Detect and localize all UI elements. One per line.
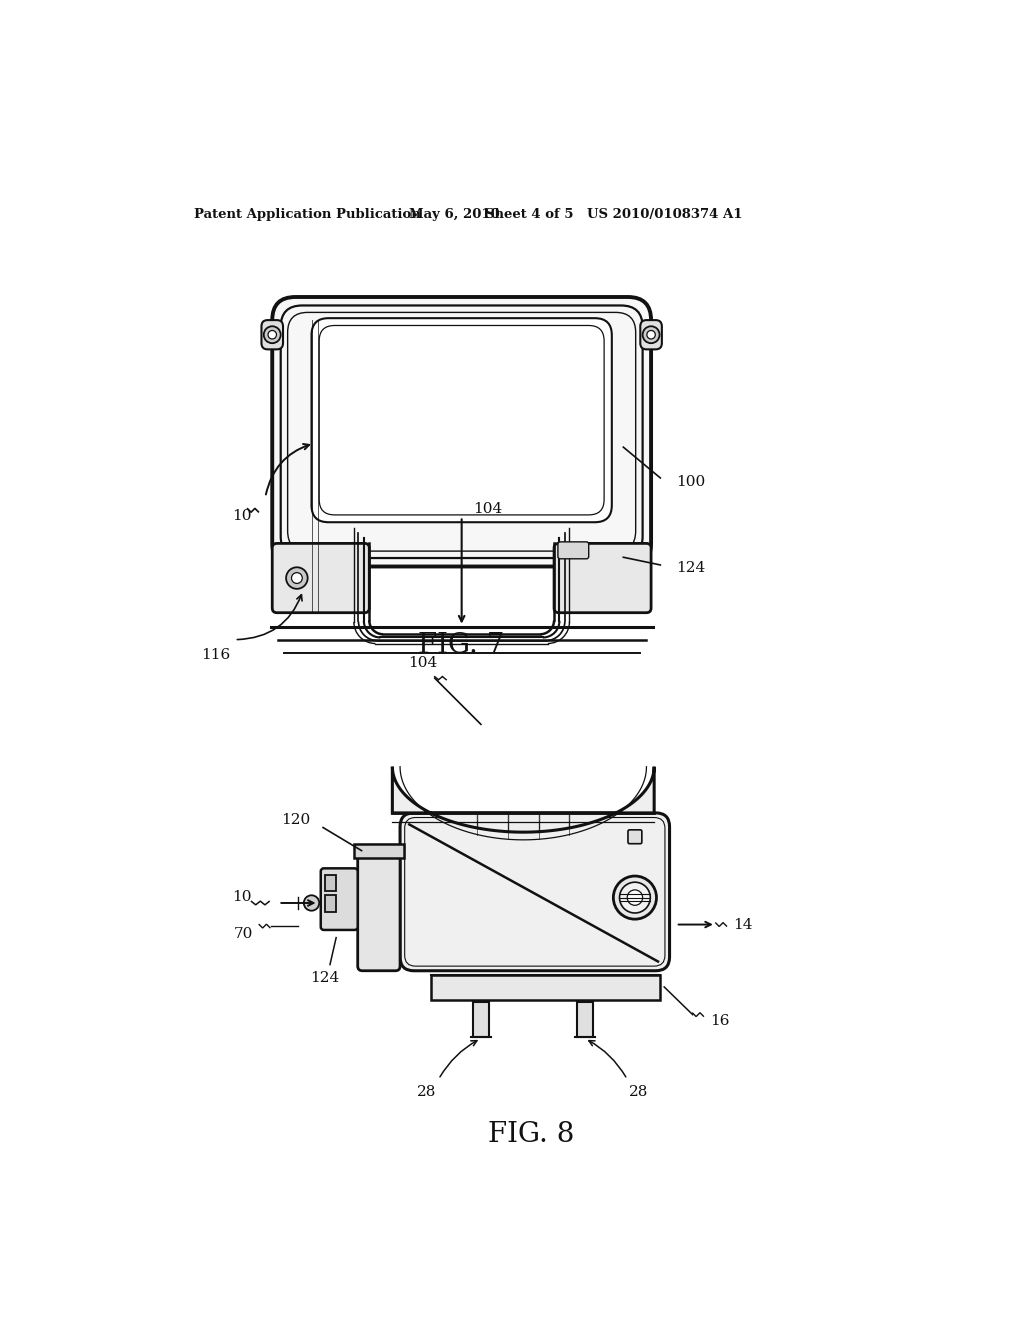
Text: May 6, 2010: May 6, 2010 <box>410 209 500 222</box>
Text: 116: 116 <box>201 648 229 663</box>
Text: Sheet 4 of 5: Sheet 4 of 5 <box>484 209 573 222</box>
FancyBboxPatch shape <box>628 830 642 843</box>
Text: 124: 124 <box>676 561 705 576</box>
Circle shape <box>292 573 302 583</box>
FancyBboxPatch shape <box>272 297 651 566</box>
Bar <box>431 974 660 1001</box>
Text: 14: 14 <box>733 917 753 932</box>
Circle shape <box>643 326 659 343</box>
Bar <box>354 843 403 858</box>
Polygon shape <box>392 767 654 832</box>
Text: 16: 16 <box>711 1014 730 1028</box>
Circle shape <box>264 326 281 343</box>
Text: 10: 10 <box>232 510 252 524</box>
FancyBboxPatch shape <box>357 845 400 970</box>
Text: Patent Application Publication: Patent Application Publication <box>194 209 421 222</box>
Bar <box>473 1002 488 1038</box>
Circle shape <box>620 882 650 913</box>
Text: FIG. 7: FIG. 7 <box>419 632 505 659</box>
FancyBboxPatch shape <box>321 869 357 929</box>
FancyBboxPatch shape <box>261 321 283 350</box>
Text: US 2010/0108374 A1: US 2010/0108374 A1 <box>587 209 742 222</box>
Text: FIG. 8: FIG. 8 <box>487 1121 574 1148</box>
FancyBboxPatch shape <box>640 321 662 350</box>
Text: 104: 104 <box>409 656 438 669</box>
FancyBboxPatch shape <box>554 544 651 612</box>
Circle shape <box>613 876 656 919</box>
Text: 120: 120 <box>282 813 310 826</box>
Bar <box>326 895 336 912</box>
Bar <box>578 1002 593 1038</box>
Text: 124: 124 <box>310 970 339 985</box>
Text: 70: 70 <box>234 927 253 941</box>
Text: 28: 28 <box>629 1085 648 1100</box>
Circle shape <box>268 330 276 339</box>
Bar <box>326 875 336 891</box>
FancyBboxPatch shape <box>558 543 589 558</box>
Circle shape <box>647 330 655 339</box>
FancyBboxPatch shape <box>400 813 670 970</box>
Circle shape <box>304 895 319 911</box>
Circle shape <box>286 568 307 589</box>
FancyBboxPatch shape <box>311 318 611 523</box>
Text: 28: 28 <box>418 1085 436 1100</box>
FancyBboxPatch shape <box>272 544 370 612</box>
Circle shape <box>628 890 643 906</box>
Text: 100: 100 <box>676 475 705 488</box>
Text: 104: 104 <box>473 502 503 516</box>
Text: 10: 10 <box>232 890 252 904</box>
